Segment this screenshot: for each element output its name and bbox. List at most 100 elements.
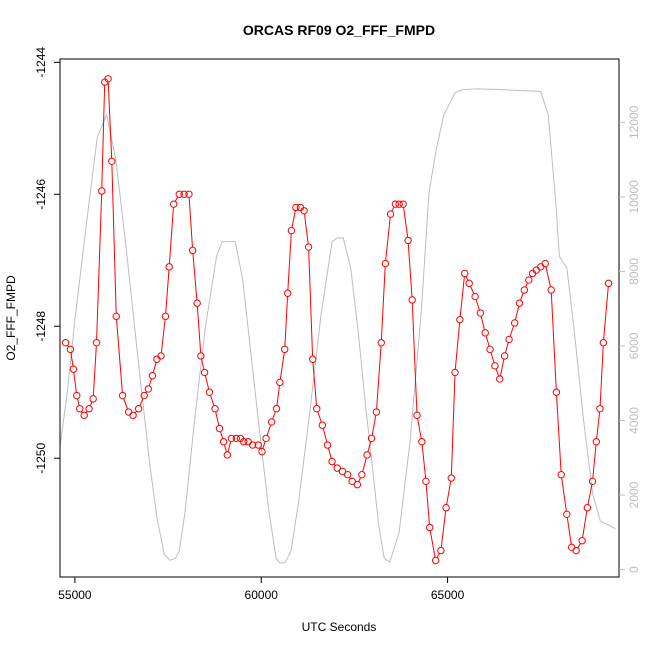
series-segment — [509, 325, 515, 337]
series-segment — [92, 345, 97, 396]
data-point — [381, 259, 390, 268]
series-segment — [391, 206, 395, 212]
data-point — [525, 276, 533, 284]
series-segment — [327, 447, 332, 459]
data-point — [148, 372, 157, 380]
data-point — [386, 210, 395, 218]
series-segment — [192, 253, 198, 301]
series-segment — [371, 415, 377, 436]
series-segment — [475, 299, 480, 311]
series-segment — [520, 292, 524, 301]
data-point — [404, 236, 412, 245]
series-segment — [490, 352, 495, 363]
series-segment — [465, 276, 469, 281]
data-point — [223, 451, 232, 459]
series-segment — [480, 316, 485, 330]
series-segment — [123, 398, 128, 410]
data-point — [267, 418, 276, 426]
series-segment — [160, 319, 166, 353]
data-point — [456, 315, 464, 324]
series-segment — [279, 352, 285, 380]
data-point — [520, 286, 529, 294]
y2-tick-label: 4000 — [627, 407, 641, 434]
data-point — [318, 421, 327, 429]
series-segment — [514, 306, 520, 320]
data-point — [276, 378, 284, 387]
data-point — [583, 504, 592, 512]
data-point — [358, 471, 366, 479]
data-point — [541, 259, 549, 268]
data-point — [76, 405, 84, 413]
series-segment — [322, 428, 328, 443]
data-point — [165, 263, 173, 271]
data-point — [232, 434, 240, 443]
series-segment — [587, 484, 593, 505]
series-segment — [566, 517, 572, 545]
data-point — [104, 75, 112, 83]
series-segment — [592, 444, 597, 479]
series-segment — [403, 207, 409, 238]
series-segment — [429, 530, 436, 558]
data-point — [281, 345, 289, 354]
data-point — [578, 537, 586, 545]
data-point — [211, 405, 219, 413]
series-segment — [440, 510, 447, 548]
y2-tick-label: 0 — [627, 566, 641, 573]
data-point — [262, 434, 270, 443]
series-segment — [499, 358, 505, 377]
series-segment — [525, 282, 528, 288]
data-point — [471, 292, 479, 301]
y-tick-label: -1246 — [34, 179, 48, 210]
data-point — [258, 447, 266, 456]
series-segment — [196, 306, 202, 353]
series-segment — [76, 398, 80, 406]
series-segment — [317, 411, 322, 423]
y2-tick-label: 8000 — [627, 258, 641, 285]
series-segment — [421, 444, 427, 479]
data-point — [112, 312, 120, 321]
data-point — [108, 157, 116, 165]
series-segment — [459, 276, 465, 317]
data-point — [552, 388, 561, 396]
data-point — [505, 335, 513, 344]
data-point — [144, 385, 153, 393]
series-segment — [219, 431, 224, 439]
data-point — [323, 441, 332, 449]
data-point — [391, 200, 400, 208]
data-point — [418, 438, 426, 446]
series-segment — [101, 85, 106, 188]
series-segment — [174, 196, 179, 202]
data-point — [604, 279, 613, 288]
series-segment — [152, 362, 157, 373]
secondary-series — [59, 88, 616, 564]
data-point — [563, 510, 571, 519]
data-point — [422, 477, 430, 486]
series-segment — [596, 411, 601, 439]
data-point — [557, 471, 565, 479]
data-point — [89, 395, 97, 403]
data-point — [596, 405, 604, 413]
primary-series — [61, 75, 613, 565]
data-point — [599, 339, 608, 347]
series-segment — [70, 352, 74, 367]
series-segment — [168, 207, 174, 264]
data-point — [313, 405, 321, 413]
data-point — [219, 438, 228, 446]
data-point — [61, 339, 70, 347]
series-segment — [470, 286, 475, 294]
series-segment — [272, 411, 276, 420]
data-point — [588, 477, 597, 486]
y2-tick-label: 12000 — [627, 105, 641, 139]
series-segment — [266, 424, 272, 436]
y2-tick-label: 10000 — [627, 180, 641, 214]
series-segment — [376, 345, 382, 409]
data-point — [98, 187, 106, 195]
series-segment — [312, 362, 318, 406]
series-segment — [73, 372, 77, 393]
series-segment — [380, 266, 386, 340]
data-point — [372, 408, 381, 416]
data-point — [287, 226, 296, 235]
data-point — [442, 504, 450, 512]
data-point — [85, 405, 93, 413]
